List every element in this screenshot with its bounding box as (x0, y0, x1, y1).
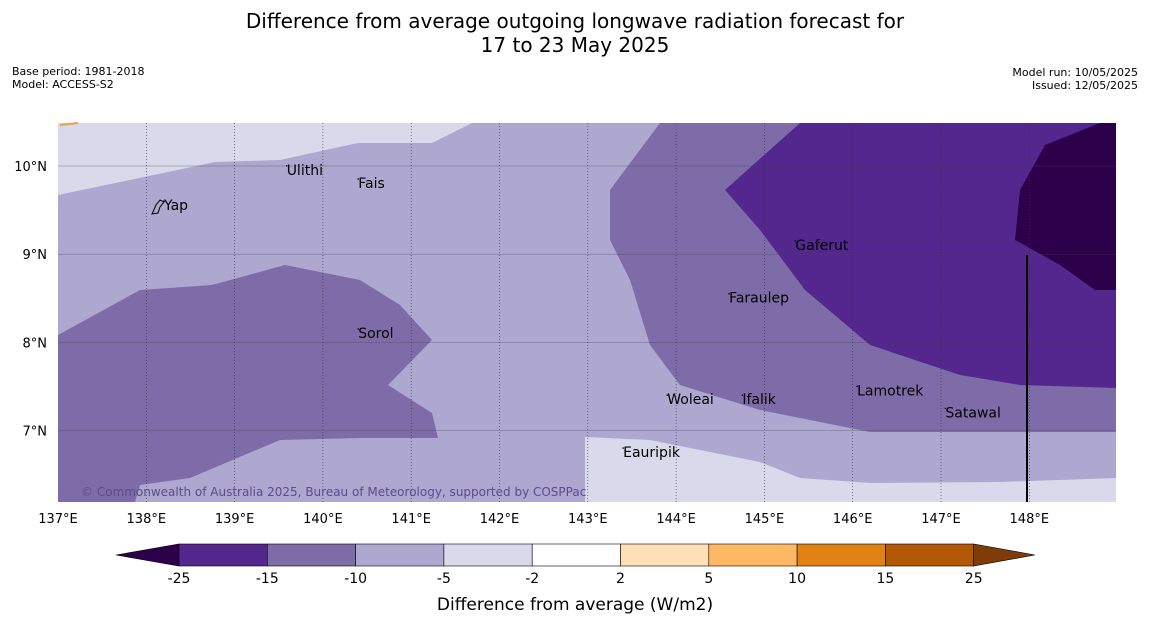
x-tick-label: 144°E (656, 512, 696, 527)
y-tick-label: 7°N (23, 425, 48, 440)
place-label: Lamotrek (857, 383, 924, 399)
yap-island-icon (151, 199, 165, 215)
x-tick-label: 137°E (38, 512, 78, 527)
place-label: Fais (358, 176, 385, 192)
place-label: Satawal (945, 405, 1000, 421)
x-tick-label: 142°E (480, 512, 520, 527)
x-tick-label: 147°E (921, 512, 961, 527)
x-tick-label: 138°E (127, 512, 167, 527)
colorbar-segment (443, 543, 533, 567)
place-marker (622, 447, 624, 449)
x-tick-label: 148°E (1010, 512, 1050, 527)
place-marker (944, 407, 947, 410)
field-light-lower (58, 437, 1116, 502)
place-label: Ulithi (287, 163, 323, 179)
colorbar-segment (708, 543, 798, 567)
place-marker (357, 328, 360, 330)
field-light-upper (58, 123, 472, 195)
place-label: Woleai (667, 392, 714, 408)
x-tick-label: 145°E (745, 512, 785, 527)
copyright-text: © Commonwealth of Australia 2025, Bureau… (81, 485, 586, 499)
colorbar-segment (620, 543, 710, 567)
place-marker (666, 394, 669, 396)
colorbar-tick-label: 5 (704, 571, 713, 587)
colorbar-extend-low (115, 543, 180, 567)
place-label: Eauripik (623, 445, 681, 461)
place-label: Yap (163, 198, 188, 214)
place-marker (794, 239, 797, 242)
field-contours (58, 123, 1116, 502)
y-tick-label: 10°N (14, 160, 47, 175)
place-marker (163, 200, 165, 202)
place-labels: Ulithi Fais Yap Gaferut Faraulep Sorol Lamotre… (163, 163, 1001, 461)
colorbar-extend-high (973, 543, 1036, 567)
colorbar-tick-label: -10 (344, 571, 367, 587)
colorbar-tick-label: 10 (788, 571, 806, 587)
field-dark (725, 123, 1116, 388)
place-marker (856, 385, 858, 388)
colorbar-label: Difference from average (W/m2) (437, 595, 713, 615)
graticule (58, 123, 1116, 502)
colorbar-segment (178, 543, 268, 567)
y-axis-ticks: 10°N 9°N 8°N 7°N (14, 160, 47, 440)
colorbar-segment (885, 543, 975, 567)
x-tick-label: 140°E (303, 512, 343, 527)
place-label: Faraulep (729, 291, 789, 307)
y-tick-label: 8°N (23, 336, 48, 351)
colorbar-segment (796, 543, 886, 567)
colorbar-segment (355, 543, 445, 567)
colorbar-tick-label: -15 (256, 571, 279, 587)
model-name: Model: ACCESS-S2 (12, 78, 114, 91)
colorbar: -25 -15 -10 -5 -2 2 5 10 15 25 (115, 543, 1036, 587)
place-marker (357, 178, 360, 180)
place-label: Sorol (358, 326, 393, 342)
colorbar-tick-label: 25 (965, 571, 983, 587)
model-run: Model run: 10/05/2025 (1012, 66, 1138, 79)
place-label: Ifalik (742, 392, 776, 408)
colorbar-tick-label: 15 (876, 571, 894, 587)
map-title-line2: 17 to 23 May 2025 (480, 33, 670, 57)
colorbar-tick-label: 2 (616, 571, 625, 587)
place-marker (285, 165, 288, 167)
colorbar-segment (531, 543, 621, 567)
x-axis-ticks: 137°E 138°E 139°E 140°E 141°E 142°E 143°E 144°E… (38, 512, 1049, 527)
y-tick-label: 9°N (23, 248, 48, 263)
field-darkest (1015, 123, 1116, 290)
x-tick-label: 146°E (833, 512, 873, 527)
x-tick-label: 143°E (568, 512, 608, 527)
field-mid-left (58, 265, 438, 502)
colorbar-segment (266, 543, 356, 567)
map-title-line1: Difference from average outgoing longwav… (245, 9, 905, 33)
base-period: Base period: 1981-2018 (12, 65, 145, 78)
place-marker (728, 292, 730, 295)
colorbar-tick-label: -25 (168, 571, 191, 587)
coast-fragment (59, 122, 79, 126)
place-label: Gaferut (795, 238, 849, 254)
meta-right: Model run: 10/05/2025 Issued: 12/05/2025 (1012, 66, 1138, 92)
x-tick-label: 141°E (391, 512, 431, 527)
x-tick-label: 139°E (215, 512, 255, 527)
colorbar-tick-label: -2 (525, 571, 539, 587)
colorbar-tick-label: -5 (437, 571, 451, 587)
place-marker (741, 394, 744, 396)
meta-left: Base period: 1981-2018 Model: ACCESS-S2 (12, 65, 144, 91)
issued-date: Issued: 12/05/2025 (1031, 79, 1138, 92)
